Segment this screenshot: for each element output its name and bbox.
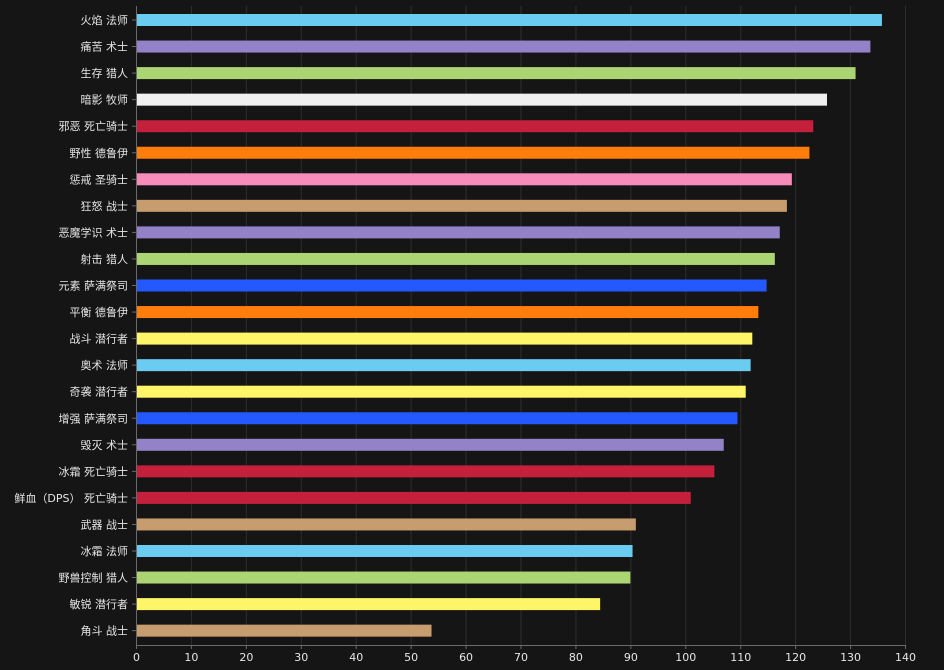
category-label: 野兽控制 猎人 xyxy=(59,571,129,585)
category-label: 战斗 潜行者 xyxy=(70,332,129,346)
bar[interactable] xyxy=(137,252,775,265)
bar[interactable] xyxy=(137,385,746,398)
category-label: 角斗 战士 xyxy=(81,625,129,638)
bar[interactable] xyxy=(137,359,751,372)
category-label: 邪恶 死亡骑士 xyxy=(59,119,129,133)
x-tick-label: 0 xyxy=(133,651,140,664)
bar[interactable] xyxy=(137,279,767,292)
category-label: 武器 战士 xyxy=(81,518,129,531)
category-label: 奥术 法师 xyxy=(81,358,129,372)
x-tick-label: 140 xyxy=(895,651,916,664)
bar[interactable] xyxy=(137,67,856,80)
category-label: 野性 德鲁伊 xyxy=(70,146,129,160)
x-tick-label: 130 xyxy=(840,651,861,664)
category-label: 暗影 牧师 xyxy=(81,93,129,107)
category-label: 火焰 法师 xyxy=(81,13,129,27)
bar[interactable] xyxy=(137,545,633,557)
bar[interactable] xyxy=(137,226,780,239)
axes xyxy=(132,6,906,649)
bar[interactable] xyxy=(137,518,636,531)
x-tick-label: 110 xyxy=(730,651,751,664)
x-tick-label: 100 xyxy=(675,651,696,664)
category-label: 狂怒 战士 xyxy=(81,199,129,213)
bar[interactable] xyxy=(137,199,787,212)
category-label: 奇袭 潜行者 xyxy=(70,385,129,399)
bar[interactable] xyxy=(137,438,724,451)
x-tick-label: 40 xyxy=(349,651,363,664)
category-label: 冰霜 死亡骑士 xyxy=(59,464,129,478)
category-label: 射击 猎人 xyxy=(81,252,129,266)
x-tick-label: 90 xyxy=(624,651,638,664)
bar[interactable] xyxy=(137,571,631,584)
bar[interactable] xyxy=(137,598,601,611)
category-label: 元素 萨满祭司 xyxy=(59,280,129,293)
x-tick-label: 30 xyxy=(294,651,308,664)
x-tick-label: 120 xyxy=(785,651,806,664)
grid-lines xyxy=(190,6,906,645)
bar[interactable] xyxy=(137,93,827,106)
category-label: 平衡 德鲁伊 xyxy=(70,305,129,319)
category-label: 惩戒 圣骑士 xyxy=(70,173,129,186)
bar[interactable] xyxy=(137,306,759,319)
category-label: 毁灭 术士 xyxy=(81,438,129,452)
bar[interactable] xyxy=(137,491,691,504)
category-label: 生存 猎人 xyxy=(81,66,129,80)
bar[interactable] xyxy=(137,465,715,478)
bar[interactable] xyxy=(137,14,882,26)
bar[interactable] xyxy=(137,412,738,425)
bar[interactable] xyxy=(137,40,871,53)
x-tick-label: 20 xyxy=(239,651,253,664)
category-label: 鲜血（DPS） 死亡骑士 xyxy=(14,491,128,505)
category-label: 增强 萨满祭司 xyxy=(59,411,129,425)
bar[interactable] xyxy=(137,146,810,159)
bar[interactable] xyxy=(137,624,432,637)
bar-series xyxy=(137,14,882,637)
category-label: 痛苦 术士 xyxy=(81,40,129,54)
category-label: 恶魔学识 术士 xyxy=(59,225,129,239)
x-axis-tick-labels: 0 10 20 30 40 50 60 70 80 90 100 110 120 130 140 xyxy=(133,651,916,664)
x-tick-label: 10 xyxy=(184,651,198,664)
bar[interactable] xyxy=(137,332,753,345)
category-label: 敏锐 潜行者 xyxy=(70,597,129,611)
category-label: 冰霜 法师 xyxy=(81,544,129,558)
x-tick-label: 80 xyxy=(569,651,583,664)
x-tick-label: 60 xyxy=(459,651,473,664)
bar[interactable] xyxy=(137,173,792,186)
x-tick-label: 70 xyxy=(514,651,528,664)
bar[interactable] xyxy=(137,120,814,133)
x-tick-label: 50 xyxy=(404,651,418,664)
